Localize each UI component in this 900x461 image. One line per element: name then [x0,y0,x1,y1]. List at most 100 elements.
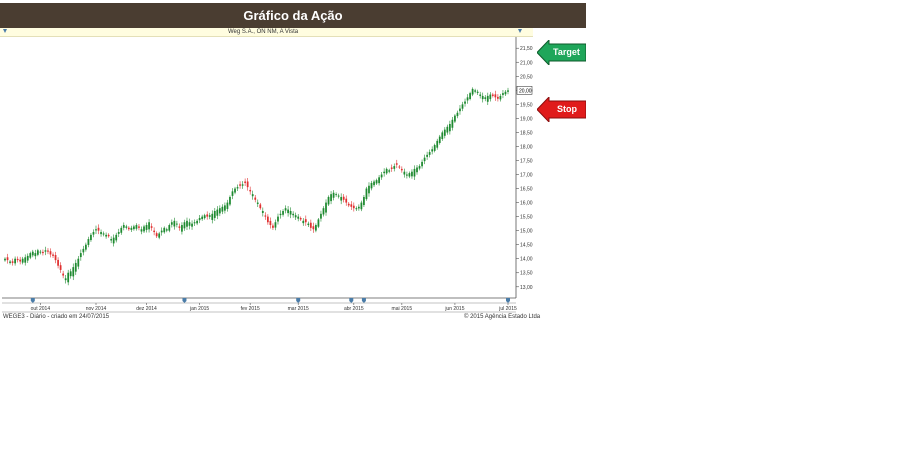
candle-body [464,101,466,104]
candle-body [378,177,380,184]
candle-body [277,216,279,222]
candle-body [438,136,441,143]
candle-body [502,93,504,95]
candle-body [6,257,9,261]
candle-body [507,90,509,92]
candle-body [451,119,454,128]
candle-body [469,93,471,100]
candle-body [221,206,224,212]
candle-body [24,257,27,263]
candle-body [484,97,487,99]
candle-body [476,91,479,93]
candle-body [87,239,90,245]
candle-body [140,229,143,232]
candle-body [398,166,401,168]
candle-body [120,227,123,233]
candle-body [150,226,153,228]
candle-body [294,215,297,218]
candle-body [436,140,439,148]
event-marker-icon [361,298,366,303]
candle-body [173,220,176,227]
candle-body [320,213,322,219]
footer-caption: WEGE3 - Diário - criado em 24/07/2015 [3,314,110,320]
candle-body [181,225,183,232]
chart-title-bar: Gráfico da Ação [0,3,586,28]
candle-body [160,230,163,233]
candle-body [385,168,388,174]
candle-body [330,194,332,202]
candle-body [486,95,489,102]
candle-body [491,94,494,96]
candle-body [365,188,368,200]
candle-body [90,234,92,241]
candle-body [489,94,492,100]
candle-body [9,261,11,263]
candle-body [165,229,168,231]
candle-body [178,226,181,228]
target-callout: Target [536,38,587,67]
candle-body [218,208,221,214]
target-label: Target [553,47,580,57]
candle-body [317,219,320,227]
candle-body [26,255,29,261]
candle-body [256,202,259,204]
candle-body [416,167,418,173]
candle-body [206,214,209,217]
candle-body [82,248,85,253]
y-tick-label: 15,50 [520,215,533,221]
candle-body [461,104,464,109]
candle-body [231,191,234,196]
x-tick-label: fev 2015 [241,306,260,312]
candle-body [375,180,378,184]
candle-body [42,251,44,254]
candle-body [100,232,102,235]
y-tick-label: 14,50 [520,243,533,249]
y-tick-label: 21,50 [520,46,533,52]
footer-copyright: © 2015 Agência Estado Ltda [464,314,541,320]
candle-body [388,170,391,172]
candle-body [337,195,340,197]
candle-body [44,250,47,252]
candle-body [105,234,107,237]
y-tick-label: 15,00 [520,229,533,235]
candle-body [135,225,138,229]
candle-body [350,204,353,207]
candle-body [125,226,128,228]
candle-body [383,171,386,174]
candle-body [115,234,118,241]
candle-body [459,108,461,112]
event-marker-icon [296,298,301,303]
last-price-box [516,86,533,95]
candle-body [454,115,456,122]
candle-body [72,267,75,277]
candle-body [448,124,451,132]
candle-body [64,278,67,281]
candle-body [368,185,370,194]
candle-body [494,94,497,98]
candle-body [11,261,14,263]
candle-body [143,226,145,232]
candle-body [239,184,241,186]
x-tick-label: abr 2015 [344,306,364,312]
y-tick-label: 16,50 [520,187,533,193]
candle-body [31,251,34,256]
candle-body [279,213,282,216]
candle-body [62,273,65,276]
candle-body [77,258,80,267]
candle-body [400,168,403,171]
candle-body [395,163,398,165]
candle-body [370,182,373,189]
candle-body [418,166,421,169]
x-tick-label: jun 2015 [444,306,464,312]
x-tick-label: jan 2015 [189,306,209,312]
candle-body [130,227,133,230]
candle-body [226,202,229,209]
candle-body [241,184,244,186]
candle-body [474,90,477,92]
candle-body [264,215,267,217]
candle-body [282,211,284,215]
candle-body [322,208,325,215]
chart-title: Gráfico da Ação [243,8,343,23]
candle-body [117,232,120,234]
candle-body [112,237,115,244]
